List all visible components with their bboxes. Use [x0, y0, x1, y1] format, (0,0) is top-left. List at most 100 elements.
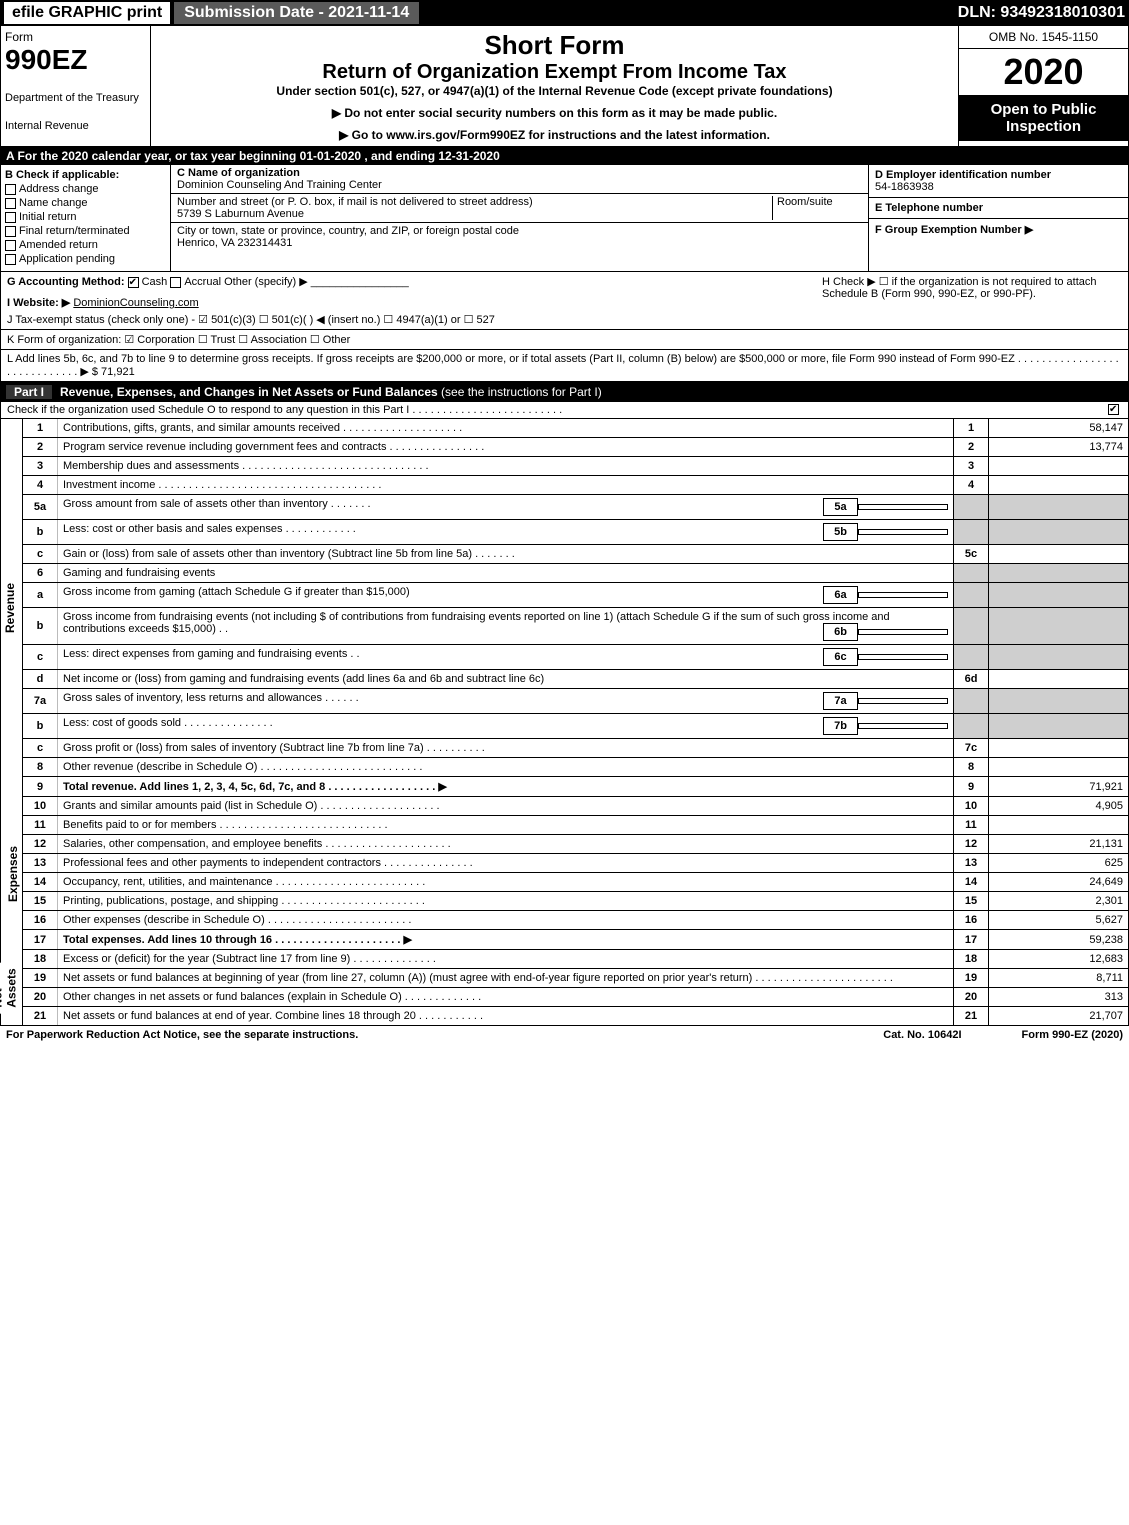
k-row: K Form of organization: ☑ Corporation ☐ … — [0, 330, 1129, 350]
line-6c: cLess: direct expenses from gaming and f… — [23, 645, 1129, 670]
efile-label: efile GRAPHIC print — [4, 2, 170, 24]
c-label: C Name of organization — [177, 167, 862, 179]
page-footer: For Paperwork Reduction Act Notice, see … — [0, 1026, 1129, 1044]
section-def: D Employer identification number 54-1863… — [868, 165, 1128, 271]
chk-accrual[interactable] — [170, 277, 181, 288]
line-1: 1Contributions, gifts, grants, and simil… — [23, 419, 1129, 438]
line-10: 10Grants and similar amounts paid (list … — [23, 797, 1129, 816]
f-label: F Group Exemption Number ▶ — [875, 224, 1033, 236]
line-14: 14Occupancy, rent, utilities, and mainte… — [23, 873, 1129, 892]
chk-initial-return[interactable]: Initial return — [5, 211, 166, 223]
g-label: G Accounting Method: — [7, 276, 125, 288]
line-7b: bLess: cost of goods sold . . . . . . . … — [23, 714, 1129, 739]
line-7c: cGross profit or (loss) from sales of in… — [23, 739, 1129, 758]
i-label: I Website: ▶ — [7, 297, 70, 309]
ein-value: 54-1863938 — [875, 181, 1122, 193]
line-20: 20Other changes in net assets or fund ba… — [23, 988, 1129, 1007]
line-6a: aGross income from gaming (attach Schedu… — [23, 583, 1129, 608]
e-label: E Telephone number — [875, 202, 1122, 214]
revenue-label: Revenue — [3, 577, 17, 639]
department-irs: Internal Revenue — [5, 120, 146, 132]
line-8: 8Other revenue (describe in Schedule O) … — [23, 758, 1129, 777]
line-16: 16Other expenses (describe in Schedule O… — [23, 911, 1129, 930]
header-right: OMB No. 1545-1150 2020 Open to Public In… — [958, 26, 1128, 146]
chk-address-change[interactable]: Address change — [5, 183, 166, 195]
section-c: C Name of organization Dominion Counseli… — [171, 165, 868, 271]
form-header: Form 990EZ Department of the Treasury In… — [0, 26, 1129, 147]
sched-o-checkbox[interactable] — [1108, 404, 1119, 415]
h-check: H Check ▶ ☐ if the organization is not r… — [822, 275, 1122, 326]
street-address: 5739 S Laburnum Avenue — [177, 208, 772, 220]
addr-label: Number and street (or P. O. box, if mail… — [177, 196, 533, 208]
line-4: 4Investment income . . . . . . . . . . .… — [23, 476, 1129, 495]
form-subtitle: Under section 501(c), 527, or 4947(a)(1)… — [155, 84, 954, 98]
line-15: 15Printing, publications, postage, and s… — [23, 892, 1129, 911]
l-text: L Add lines 5b, 6c, and 7b to line 9 to … — [7, 353, 1119, 378]
expenses-table: 10Grants and similar amounts paid (list … — [22, 797, 1129, 950]
expenses-tab: Expenses — [0, 797, 22, 950]
line-6: 6Gaming and fundraising events — [23, 564, 1129, 583]
city-value: Henrico, VA 232314431 — [177, 237, 862, 249]
ssn-note: ▶ Do not enter social security numbers o… — [155, 106, 954, 120]
netassets-tab: Net Assets — [0, 950, 22, 1026]
part1-header: Part I Revenue, Expenses, and Changes in… — [0, 382, 1129, 402]
line-5b: bLess: cost or other basis and sales exp… — [23, 520, 1129, 545]
line-19: 19Net assets or fund balances at beginni… — [23, 969, 1129, 988]
footer-cat: Cat. No. 10642I — [883, 1029, 961, 1041]
line-7a: 7aGross sales of inventory, less returns… — [23, 689, 1129, 714]
department-treasury: Department of the Treasury — [5, 92, 146, 104]
tax-year: 2020 — [959, 49, 1128, 95]
city-label: City or town, state or province, country… — [177, 225, 519, 237]
form-small-label: Form — [5, 30, 146, 44]
phone-row: E Telephone number — [869, 198, 1128, 219]
dln-label: DLN: 93492318010301 — [958, 4, 1125, 22]
revenue-table: 1Contributions, gifts, grants, and simil… — [22, 419, 1129, 797]
header-middle: Short Form Return of Organization Exempt… — [151, 26, 958, 146]
top-bar: efile GRAPHIC print Submission Date - 20… — [0, 0, 1129, 26]
part1-title: Revenue, Expenses, and Changes in Net As… — [60, 385, 438, 399]
chk-cash[interactable] — [128, 277, 139, 288]
room-label: Room/suite — [777, 196, 833, 208]
line-5a: 5aGross amount from sale of assets other… — [23, 495, 1129, 520]
sched-o-text: Check if the organization used Schedule … — [7, 404, 1108, 416]
netassets-label: Net Assets — [0, 962, 19, 1013]
line-21: 21Net assets or fund balances at end of … — [23, 1007, 1129, 1026]
line-11: 11Benefits paid to or for members . . . … — [23, 816, 1129, 835]
footer-left: For Paperwork Reduction Act Notice, see … — [6, 1029, 883, 1041]
line-9: 9Total revenue. Add lines 1, 2, 3, 4, 5c… — [23, 777, 1129, 797]
chk-amended[interactable]: Amended return — [5, 239, 166, 251]
goto-note: ▶ Go to www.irs.gov/Form990EZ for instru… — [155, 128, 954, 142]
line-6b: bGross income from fundraising events (n… — [23, 608, 1129, 645]
chk-pending[interactable]: Application pending — [5, 253, 166, 265]
footer-form: Form 990-EZ (2020) — [1022, 1029, 1123, 1041]
section-b: B Check if applicable: Address change Na… — [1, 165, 171, 271]
line-12: 12Salaries, other compensation, and empl… — [23, 835, 1129, 854]
line-13: 13Professional fees and other payments t… — [23, 854, 1129, 873]
other-specify: Other (specify) ▶ — [224, 276, 308, 288]
section-b-title: B Check if applicable: — [5, 169, 119, 181]
j-row: J Tax-exempt status (check only one) - ☑… — [7, 313, 822, 326]
schedule-o-check-row: Check if the organization used Schedule … — [0, 402, 1129, 419]
tax-year-row: A For the 2020 calendar year, or tax yea… — [0, 147, 1129, 165]
submission-date: Submission Date - 2021-11-14 — [174, 2, 419, 24]
chk-name-change[interactable]: Name change — [5, 197, 166, 209]
omb-number: OMB No. 1545-1150 — [959, 26, 1128, 49]
ein-row: D Employer identification number 54-1863… — [869, 165, 1128, 198]
row-gh: G Accounting Method: Cash Accrual Other … — [0, 272, 1129, 330]
goto-link[interactable]: ▶ Go to www.irs.gov/Form990EZ for instru… — [339, 128, 770, 142]
form-title: Return of Organization Exempt From Incom… — [155, 61, 954, 84]
part1-num: Part I — [6, 385, 52, 399]
line-5c: cGain or (loss) from sale of assets othe… — [23, 545, 1129, 564]
line-18: 18Excess or (deficit) for the year (Subt… — [23, 950, 1129, 969]
group-exemption-row: F Group Exemption Number ▶ — [869, 219, 1128, 240]
part1-note: (see the instructions for Part I) — [441, 385, 602, 399]
open-to-public: Open to Public Inspection — [959, 95, 1128, 141]
short-form-title: Short Form — [155, 30, 954, 61]
l-value: $ 71,921 — [92, 366, 135, 378]
chk-final-return[interactable]: Final return/terminated — [5, 225, 166, 237]
website-link[interactable]: DominionCounseling.com — [73, 297, 198, 309]
expenses-label: Expenses — [6, 839, 20, 907]
header-left: Form 990EZ Department of the Treasury In… — [1, 26, 151, 146]
line-2: 2Program service revenue including gover… — [23, 438, 1129, 457]
info-section: B Check if applicable: Address change Na… — [0, 165, 1129, 272]
